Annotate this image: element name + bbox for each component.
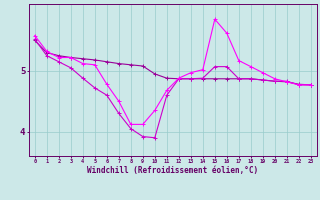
X-axis label: Windchill (Refroidissement éolien,°C): Windchill (Refroidissement éolien,°C) <box>87 166 258 175</box>
